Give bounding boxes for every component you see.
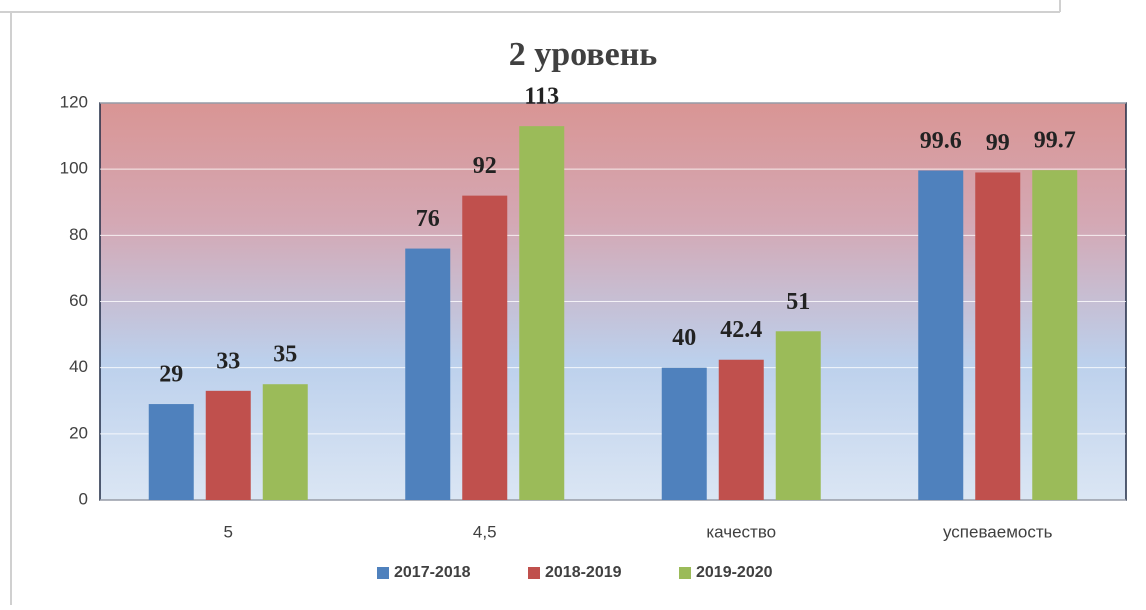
value-label: 113 [524,84,559,110]
y-tick-label: 40 [69,357,88,376]
legend-swatch [679,567,691,579]
value-label: 92 [473,153,497,179]
value-label: 76 [416,206,440,232]
bar [918,170,964,501]
legend-label: 2019-2020 [696,564,773,581]
value-label: 29 [159,362,183,388]
value-label: 99.6 [920,128,962,154]
bar [205,390,251,500]
y-tick-label: 120 [60,92,88,111]
value-label: 51 [786,289,810,315]
value-label: 99.7 [1034,128,1076,154]
bar [262,384,308,500]
bar [405,248,451,500]
bar [775,331,821,500]
bar [975,172,1021,500]
y-tick-label: 0 [79,489,88,508]
bar [661,367,707,500]
bar [148,404,194,500]
legend-swatch [377,567,389,579]
value-label: 99 [986,130,1010,156]
y-tick-label: 20 [69,423,88,442]
x-tick-label: качество [706,522,776,541]
legend-label: 2018-2019 [545,564,622,581]
value-label: 40 [672,325,696,351]
chart-title: 2 уровень [509,36,658,73]
y-tick-label: 100 [60,159,88,178]
y-tick-label: 60 [69,291,88,310]
legend-swatch [528,567,540,579]
x-tick-label: успеваемость [943,522,1053,541]
value-label: 33 [216,348,240,374]
y-tick-label: 80 [69,225,88,244]
value-label: 35 [273,342,297,368]
bar [519,126,565,501]
legend-label: 2017-2018 [394,564,471,581]
x-tick-label: 5 [224,522,233,541]
x-tick-label: 4,5 [473,522,497,541]
value-label: 42.4 [720,317,762,343]
bar [462,195,508,500]
bar [718,359,764,500]
bar [1032,170,1078,500]
